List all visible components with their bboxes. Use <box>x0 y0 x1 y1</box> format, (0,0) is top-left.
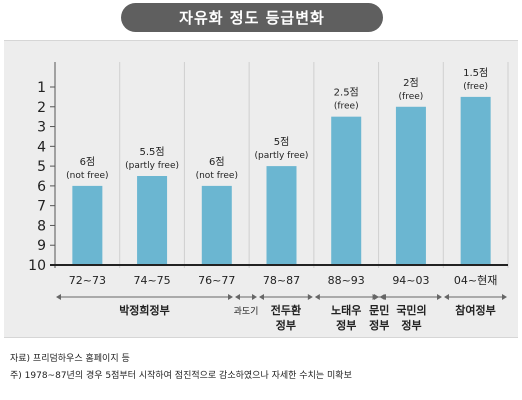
bar-status-label: (partly free) <box>125 161 179 171</box>
bar-status-label: (free) <box>463 82 488 92</box>
bar-status-label: (not free) <box>196 171 238 181</box>
category-label: 04~현재 <box>454 274 497 287</box>
bar-status-label: (free) <box>399 92 424 102</box>
bar <box>395 106 426 266</box>
timeline-arrowhead <box>444 294 449 300</box>
bar-score-label: 6점 <box>209 156 225 168</box>
government-label: 참여정부 <box>455 303 495 317</box>
government-label: 노태우 <box>331 303 361 317</box>
category-label: 76~77 <box>198 274 235 287</box>
government-label: 정부 <box>369 318 389 332</box>
timeline-arrowhead <box>56 294 61 300</box>
source-note: 자료) 프리덤하우스 홈페이지 등 <box>10 354 130 364</box>
bar-score-label: 5.5점 <box>140 146 165 158</box>
notes: 자료) 프리덤하우스 홈페이지 등 주) 1978~87년의 경우 5점부터 시… <box>10 351 352 385</box>
government-label: 문민 <box>369 303 389 317</box>
timeline-arrowhead <box>228 294 233 300</box>
bar-score-label: 2.5점 <box>334 87 359 99</box>
bar <box>266 166 297 265</box>
y-tick-label: 10 <box>28 258 46 274</box>
bar <box>72 185 103 265</box>
y-tick-label: 4 <box>37 139 46 155</box>
timeline-arrowhead <box>502 294 507 300</box>
bar-score-label: 5점 <box>274 136 290 148</box>
y-tick-label: 1 <box>37 80 46 96</box>
bar <box>201 185 232 265</box>
category-label: 78~87 <box>263 274 300 287</box>
category-label: 72~73 <box>69 274 106 287</box>
timeline-arrowhead <box>374 294 379 300</box>
y-tick-label: 8 <box>37 218 46 234</box>
bar-score-label: 6점 <box>80 156 96 168</box>
bar-status-label: (partly free) <box>255 151 309 161</box>
y-tick-label: 5 <box>37 159 46 175</box>
government-label: 과도기 <box>234 306 259 317</box>
y-tick-label: 7 <box>37 199 46 215</box>
bar <box>331 116 362 266</box>
bar-score-label: 1.5점 <box>463 67 488 79</box>
y-tick-label: 3 <box>37 120 46 136</box>
timeline-arrowhead <box>437 294 442 300</box>
government-label: 정부 <box>401 318 421 332</box>
government-label: 정부 <box>276 318 296 332</box>
category-label: 74~75 <box>133 274 170 287</box>
bar-score-label: 2점 <box>403 77 419 89</box>
y-tick-label: 2 <box>37 100 46 116</box>
timeline-arrowhead <box>235 294 240 300</box>
bar-status-label: (free) <box>334 102 359 112</box>
category-label: 94~03 <box>392 274 429 287</box>
timeline-arrowhead <box>259 294 264 300</box>
y-tick-label: 9 <box>37 238 46 254</box>
government-label: 국민의 <box>396 303 426 317</box>
timeline-arrowhead <box>307 294 313 300</box>
chart-title: 자유화 정도 등급변화 <box>121 3 383 32</box>
government-label: 박정희정부 <box>119 303 170 317</box>
bar <box>137 176 168 265</box>
timeline-arrowhead <box>252 294 257 300</box>
government-label: 정부 <box>336 318 356 332</box>
government-label: 전두환 <box>271 303 301 317</box>
category-label: 88~93 <box>328 274 365 287</box>
timeline-arrowhead <box>381 294 386 300</box>
timeline-arrowhead <box>314 294 320 300</box>
bar-status-label: (not free) <box>66 171 108 181</box>
bar <box>460 96 491 265</box>
footnote: 주) 1978~87년의 경우 5점부터 시작하여 점진적으로 감소하였으나 자… <box>10 371 352 381</box>
y-tick-label: 6 <box>37 179 46 195</box>
